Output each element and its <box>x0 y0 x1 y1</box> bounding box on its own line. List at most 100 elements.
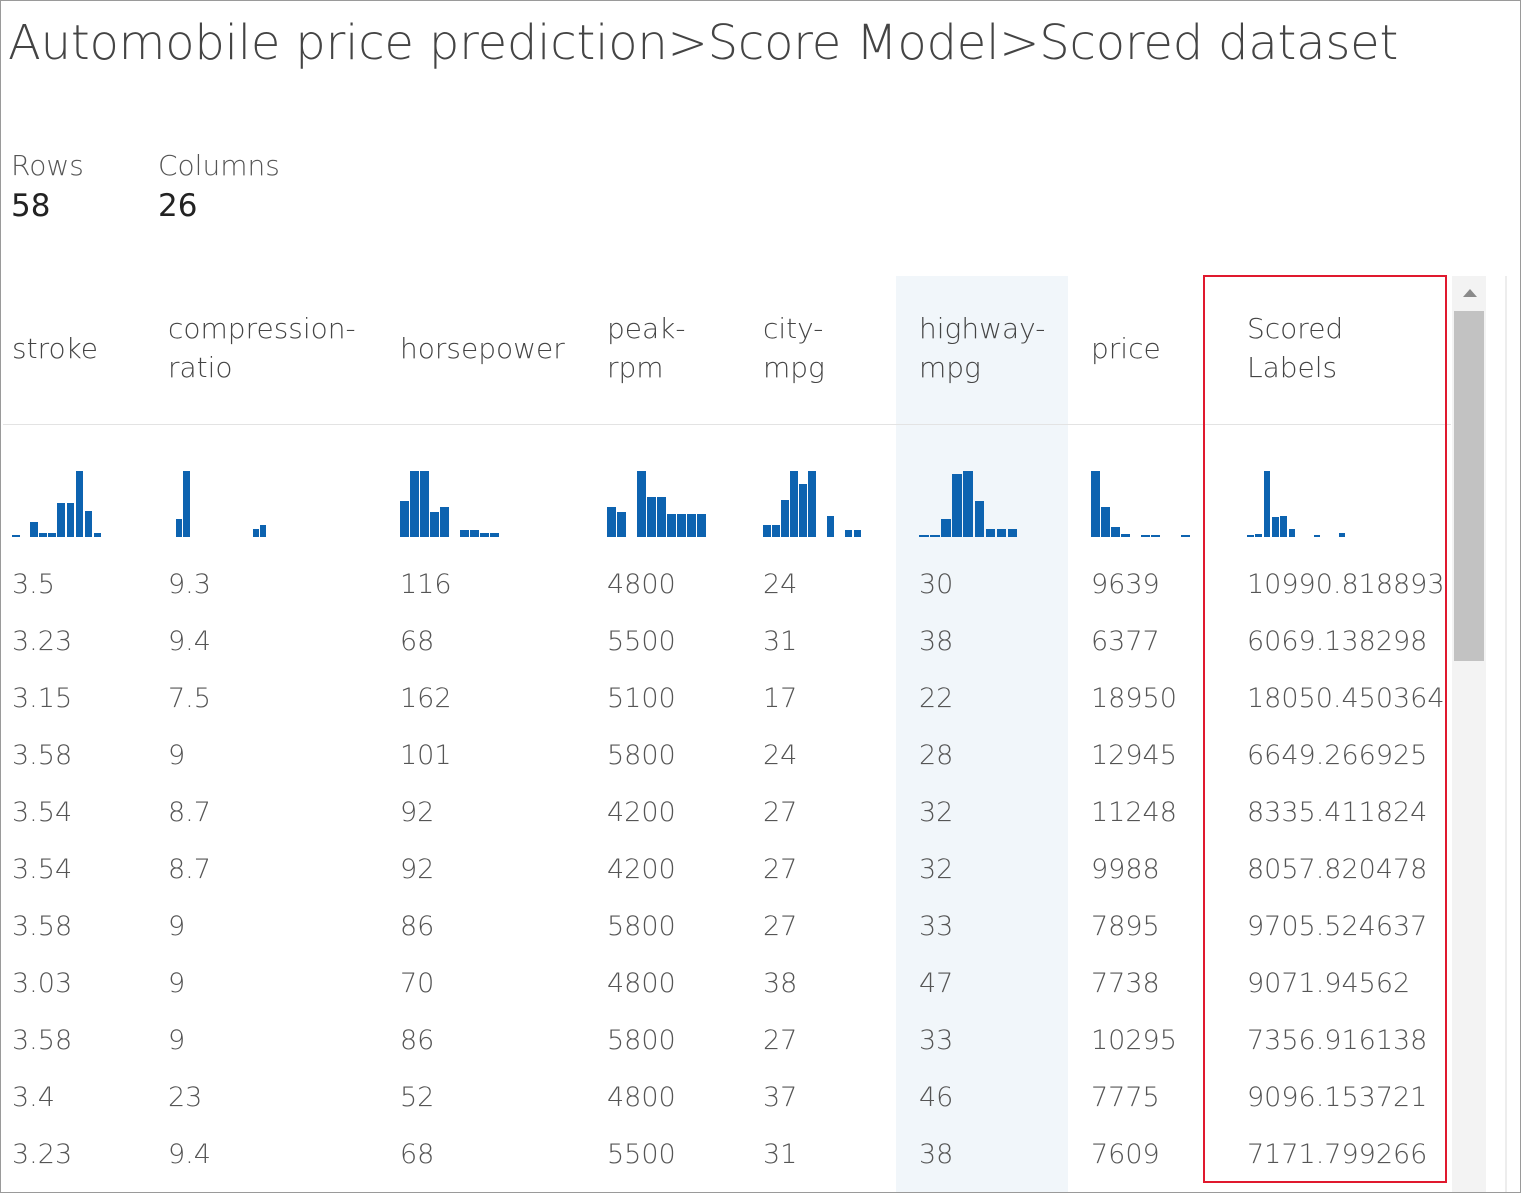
column-header-stroke[interactable]: stroke <box>12 329 98 368</box>
table-cell-scored-labels: 9096.153721 <box>1247 1082 1428 1113</box>
column-header-peak-rpm[interactable]: peak-rpm <box>607 309 685 387</box>
table-cell-stroke: 3.58 <box>12 1025 73 1056</box>
column-header-highway-mpg[interactable]: highway-mpg <box>919 309 1045 387</box>
histogram-bar <box>952 474 962 537</box>
table-cell-city-mpg: 31 <box>763 1139 798 1170</box>
histogram-peak-rpm[interactable] <box>607 463 707 537</box>
histogram-bar <box>57 502 66 537</box>
table-cell-price: 6377 <box>1091 626 1160 657</box>
scrollbar-thumb[interactable] <box>1454 311 1484 661</box>
table-cell-city-mpg: 27 <box>763 1025 798 1056</box>
histogram-stroke[interactable] <box>12 463 112 537</box>
histogram-bar <box>607 507 616 537</box>
histogram-bar <box>790 471 798 537</box>
histogram-bar <box>75 471 84 537</box>
table-cell-scored-labels: 7171.799266 <box>1247 1139 1428 1170</box>
table-cell-scored-labels: 9705.524637 <box>1247 911 1428 942</box>
histogram-bar <box>1272 517 1279 537</box>
histogram-bar <box>617 511 626 537</box>
histogram-compression-ratio[interactable] <box>168 463 268 537</box>
histogram-bar <box>985 529 996 537</box>
table-cell-highway-mpg: 38 <box>919 626 954 657</box>
histogram-bar <box>460 530 469 537</box>
histogram-bar <box>175 518 182 537</box>
histogram-bar <box>996 529 1007 537</box>
histogram-bar <box>1141 535 1150 537</box>
column-header-line: mpg <box>763 351 825 384</box>
table-cell-peak-rpm: 5100 <box>607 683 676 714</box>
table-cell-horsepower: 52 <box>400 1082 435 1113</box>
column-header-compression-ratio[interactable]: compression-ratio <box>168 309 356 387</box>
histogram-bar <box>1255 533 1263 537</box>
table-cell-stroke: 3.23 <box>12 1139 73 1170</box>
table-cell-price: 11248 <box>1091 797 1177 828</box>
table-cell-compression-ratio: 9 <box>168 911 186 942</box>
histogram-bar <box>667 513 676 537</box>
histogram-bar <box>490 533 499 537</box>
rows-value: 58 <box>11 188 51 224</box>
histogram-bar <box>84 510 93 537</box>
histogram-bar <box>853 530 862 537</box>
table-cell-scored-labels: 6069.138298 <box>1247 626 1428 657</box>
table-cell-highway-mpg: 22 <box>919 683 954 714</box>
column-header-scored-labels[interactable]: Scored Labels <box>1247 309 1343 387</box>
table-cell-peak-rpm: 4800 <box>607 968 676 999</box>
table-cell-stroke: 3.23 <box>12 626 73 657</box>
column-header-line: horsepower <box>400 332 565 365</box>
table-cell-compression-ratio: 23 <box>168 1082 203 1113</box>
histogram-highway-mpg[interactable] <box>919 463 1019 537</box>
table-cell-horsepower: 68 <box>400 1139 435 1170</box>
histogram-bar <box>39 533 47 537</box>
histogram-bar <box>930 535 940 537</box>
histogram-bar <box>1263 471 1271 537</box>
table-cell-stroke: 3.54 <box>12 854 73 885</box>
table-cell-city-mpg: 24 <box>763 569 798 600</box>
histogram-bar <box>687 513 696 537</box>
column-header-horsepower[interactable]: horsepower <box>400 329 565 368</box>
table-cell-horsepower: 101 <box>400 740 452 771</box>
histogram-bar <box>440 507 449 537</box>
histogram-horsepower[interactable] <box>400 463 500 537</box>
histogram-bar <box>919 535 929 537</box>
page-title: Automobile price prediction>Score Model>… <box>8 15 1399 71</box>
histogram-bar <box>763 525 771 537</box>
histogram-bar <box>1280 515 1288 537</box>
scroll-up-arrow-icon[interactable] <box>1463 289 1477 297</box>
column-header-city-mpg[interactable]: city-mpg <box>763 309 825 387</box>
table-cell-stroke: 3.4 <box>12 1082 55 1113</box>
table-cell-peak-rpm: 4200 <box>607 854 676 885</box>
table-cell-compression-ratio: 9 <box>168 1025 186 1056</box>
right-border <box>1505 276 1507 1192</box>
histogram-bar <box>252 529 259 537</box>
histogram-bar <box>1313 535 1321 537</box>
table-cell-horsepower: 116 <box>400 569 452 600</box>
column-header-price[interactable]: price <box>1091 329 1161 368</box>
histogram-city-mpg[interactable] <box>763 463 863 537</box>
table-cell-horsepower: 92 <box>400 797 435 828</box>
histogram-bar <box>844 530 853 537</box>
table-cell-compression-ratio: 9 <box>168 968 186 999</box>
histogram-bar <box>781 500 789 537</box>
histogram-scored-labels[interactable] <box>1247 463 1347 537</box>
table-cell-compression-ratio: 9.4 <box>168 626 211 657</box>
table-cell-stroke: 3.5 <box>12 569 55 600</box>
histogram-bar <box>826 515 835 537</box>
header-divider <box>3 424 1451 425</box>
table-cell-horsepower: 86 <box>400 911 435 942</box>
table-cell-price: 9639 <box>1091 569 1160 600</box>
table-cell-price: 7738 <box>1091 968 1160 999</box>
table-cell-highway-mpg: 30 <box>919 569 954 600</box>
table-cell-price: 7609 <box>1091 1139 1160 1170</box>
column-header-line: price <box>1091 332 1161 365</box>
histogram-price[interactable] <box>1091 463 1191 537</box>
table-cell-highway-mpg: 28 <box>919 740 954 771</box>
columns-value: 26 <box>158 188 198 224</box>
histogram-bar <box>772 525 780 537</box>
table-cell-city-mpg: 24 <box>763 740 798 771</box>
table-cell-price: 10295 <box>1091 1025 1177 1056</box>
histogram-bar <box>1101 507 1110 537</box>
histogram-bar <box>400 500 409 537</box>
histogram-bar <box>12 535 20 537</box>
table-cell-peak-rpm: 5800 <box>607 1025 676 1056</box>
histogram-bar <box>1121 533 1130 537</box>
